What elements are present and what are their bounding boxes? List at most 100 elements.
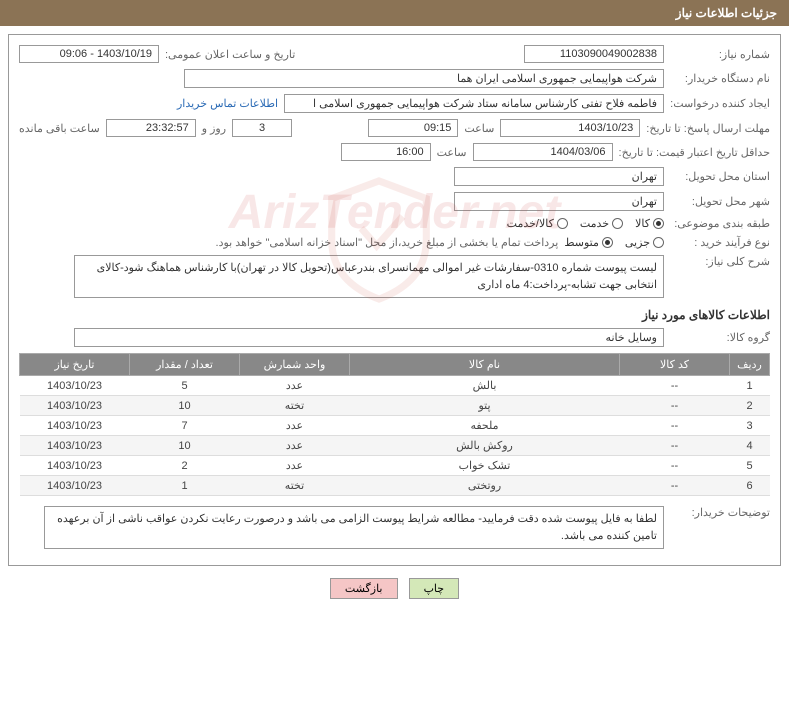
time-label-2: ساعت [437,146,467,159]
table-cell: 1403/10/23 [20,396,130,416]
radio-label: کالا/خدمت [507,217,554,230]
subject-option-2[interactable]: کالا/خدمت [507,217,568,230]
buyer-org-value: شرکت هواپیمایی جمهوری اسلامی ایران هما [184,69,664,88]
table-cell: 1403/10/23 [20,376,130,396]
remaining-label: ساعت باقی مانده [19,122,100,135]
page-title: جزئیات اطلاعات نیاز [676,6,777,20]
days-remaining: 3 [232,119,292,137]
response-deadline-date: 1403/10/23 [500,119,640,137]
table-header: کد کالا [620,354,730,376]
back-button[interactable]: بازگشت [330,578,398,599]
table-cell: تخته [240,396,350,416]
table-header: نام کالا [350,354,620,376]
table-cell: 1403/10/23 [20,476,130,496]
table-cell: تخته [240,476,350,496]
table-cell: 1403/10/23 [20,436,130,456]
table-header: تاریخ نیاز [20,354,130,376]
announce-date-label: تاریخ و ساعت اعلان عمومی: [165,48,295,61]
city-value: تهران [454,192,664,211]
purchase-option-1[interactable]: متوسط [564,236,613,249]
response-deadline-label: مهلت ارسال پاسخ: تا تاریخ: [646,122,770,135]
announce-date-value: 1403/10/19 - 09:06 [19,45,159,63]
table-cell: روکش بالش [350,436,620,456]
city-label: شهر محل تحویل: [670,195,770,208]
table-cell: عدد [240,436,350,456]
table-cell: -- [620,476,730,496]
page-header: جزئیات اطلاعات نیاز [0,0,789,26]
requester-label: ایجاد کننده درخواست: [670,97,770,110]
table-cell: 1 [130,476,240,496]
table-cell: 2 [730,396,770,416]
contact-buyer-link[interactable]: اطلاعات تماس خریدار [177,97,278,110]
subject-option-1[interactable]: خدمت [580,217,623,230]
table-cell: بالش [350,376,620,396]
radio-dot-icon [653,237,664,248]
time-label-1: ساعت [464,122,494,135]
table-cell: تشک خواب [350,456,620,476]
radio-label: متوسط [564,236,599,249]
table-cell: 5 [730,456,770,476]
table-cell: 7 [130,416,240,436]
table-header: ردیف [730,354,770,376]
table-header: تعداد / مقدار [130,354,240,376]
purchase-radio-group: جزیی متوسط [564,236,664,249]
need-desc-value: لیست پیوست شماره 0310-سفارشات غیر اموالی… [74,255,664,298]
price-validity-date: 1404/03/06 [473,143,613,161]
subject-radio-group: کالا خدمت کالا/خدمت [507,217,664,230]
table-cell: -- [620,436,730,456]
table-cell: عدد [240,456,350,476]
table-cell: 5 [130,376,240,396]
table-row: 5--تشک خوابعدد21403/10/23 [20,456,770,476]
buyer-notes-label: توضیحات خریدار: [670,506,770,519]
goods-group-value: وسایل خانه [74,328,664,347]
goods-group-label: گروه کالا: [670,331,770,344]
buyer-notes-value: لطفا به فایل پیوست شده دقت فرمایید- مطال… [44,506,664,549]
province-value: تهران [454,167,664,186]
print-button[interactable]: چاپ [409,578,460,599]
radio-dot-icon [602,237,613,248]
response-deadline-time: 09:15 [368,119,458,137]
table-cell: 6 [730,476,770,496]
table-cell: 1403/10/23 [20,416,130,436]
radio-label: جزیی [625,236,650,249]
table-row: 2--پتوتخته101403/10/23 [20,396,770,416]
table-cell: -- [620,416,730,436]
radio-dot-icon [612,218,623,229]
requester-value: فاطمه فلاح تفتی کارشناس سامانه ستاد شرکت… [284,94,664,113]
purchase-note: پرداخت تمام یا بخشی از مبلغ خرید،از محل … [216,236,559,249]
subject-class-label: طبقه بندی موضوعی: [670,217,770,230]
radio-label: خدمت [580,217,609,230]
table-cell: عدد [240,416,350,436]
table-cell: 1 [730,376,770,396]
price-validity-label: حداقل تاریخ اعتبار قیمت: تا تاریخ: [619,146,770,159]
table-cell: 3 [730,416,770,436]
price-validity-time: 16:00 [341,143,431,161]
table-header: واحد شمارش [240,354,350,376]
table-row: 1--بالشعدد51403/10/23 [20,376,770,396]
table-cell: پتو [350,396,620,416]
table-cell: 10 [130,396,240,416]
radio-dot-icon [557,218,568,229]
table-cell: 1403/10/23 [20,456,130,476]
buyer-org-label: نام دستگاه خریدار: [670,72,770,85]
table-row: 6--روتختیتخته11403/10/23 [20,476,770,496]
table-row: 3--ملحفهعدد71403/10/23 [20,416,770,436]
table-cell: -- [620,396,730,416]
radio-dot-icon [653,218,664,229]
province-label: استان محل تحویل: [670,170,770,183]
goods-table: ردیفکد کالانام کالاواحد شمارشتعداد / مقد… [19,353,770,496]
days-label: روز و [202,122,226,135]
table-cell: -- [620,456,730,476]
need-number-value: 1103090049002838 [524,45,664,63]
table-cell: روتختی [350,476,620,496]
need-desc-label: شرح کلی نیاز: [670,255,770,268]
action-buttons: چاپ بازگشت [0,578,789,599]
purchase-option-0[interactable]: جزیی [625,236,664,249]
need-number-label: شماره نیاز: [670,48,770,61]
table-row: 4--روکش بالشعدد101403/10/23 [20,436,770,456]
countdown-timer: 23:32:57 [106,119,196,137]
purchase-type-label: نوع فرآیند خرید : [670,236,770,249]
table-cell: عدد [240,376,350,396]
subject-option-0[interactable]: کالا [635,217,664,230]
main-panel: ArizTender.net شماره نیاز: 1103090049002… [8,34,781,566]
